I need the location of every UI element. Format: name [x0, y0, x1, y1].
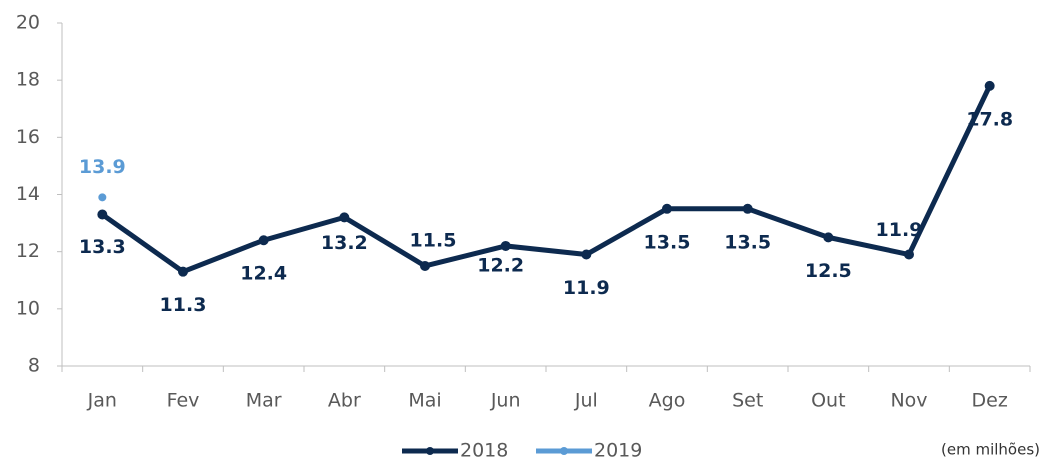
point [98, 193, 107, 202]
y-tick-label: 16 [16, 126, 40, 148]
x-tick-label: Dez [972, 390, 1008, 412]
value-label: 13.5 [644, 231, 691, 253]
value-label: 17.8 [966, 108, 1013, 130]
y-tick-label: 14 [16, 183, 40, 205]
x-tick-label: Out [811, 390, 845, 412]
x-tick-label: Nov [890, 390, 927, 412]
x-tick-label: Jun [490, 390, 521, 412]
x-tick-label: Jul [574, 390, 598, 412]
point [581, 249, 592, 260]
point [662, 203, 672, 214]
value-label: 13.9 [79, 156, 126, 178]
point [984, 80, 995, 91]
x-tick-label: Ago [649, 390, 686, 412]
value-label: 11.5 [410, 229, 457, 251]
value-label: 13.2 [321, 232, 368, 254]
point [823, 232, 834, 243]
point [339, 212, 350, 223]
unit-note: (em milhões) [941, 441, 1040, 459]
line [100, 84, 992, 275]
point [500, 240, 511, 251]
x-tick-label: Set [732, 390, 763, 412]
point [258, 235, 269, 246]
value-label: 11.9 [563, 277, 610, 299]
value-label: 11.3 [160, 294, 207, 316]
x-tick-label: Mar [246, 390, 282, 412]
legend-label: 2019 [594, 440, 642, 461]
x-tick-label: Mai [408, 390, 441, 412]
y-tick-label: 18 [16, 69, 40, 91]
legend-marker [560, 447, 568, 455]
y-tick-label: 20 [16, 12, 40, 34]
legend-label: 2018 [460, 440, 508, 461]
y-tick-label: 8 [28, 355, 40, 377]
point [904, 249, 914, 260]
value-label: 12.5 [805, 260, 852, 282]
point [97, 209, 108, 220]
point [742, 203, 753, 214]
y-tick-label: 12 [16, 240, 40, 262]
value-label: 12.2 [477, 254, 524, 276]
value-label: 13.3 [79, 236, 126, 258]
value-label: 12.4 [240, 263, 287, 285]
value-label: 13.5 [724, 231, 771, 253]
x-tick-label: Abr [328, 390, 361, 412]
y-tick-label: 10 [16, 297, 40, 319]
legend-marker [426, 447, 434, 455]
x-tick-label: Jan [87, 390, 117, 412]
point [178, 266, 188, 277]
point [420, 260, 430, 271]
value-label: 11.9 [876, 219, 923, 241]
x-tick-label: Fev [167, 390, 200, 412]
